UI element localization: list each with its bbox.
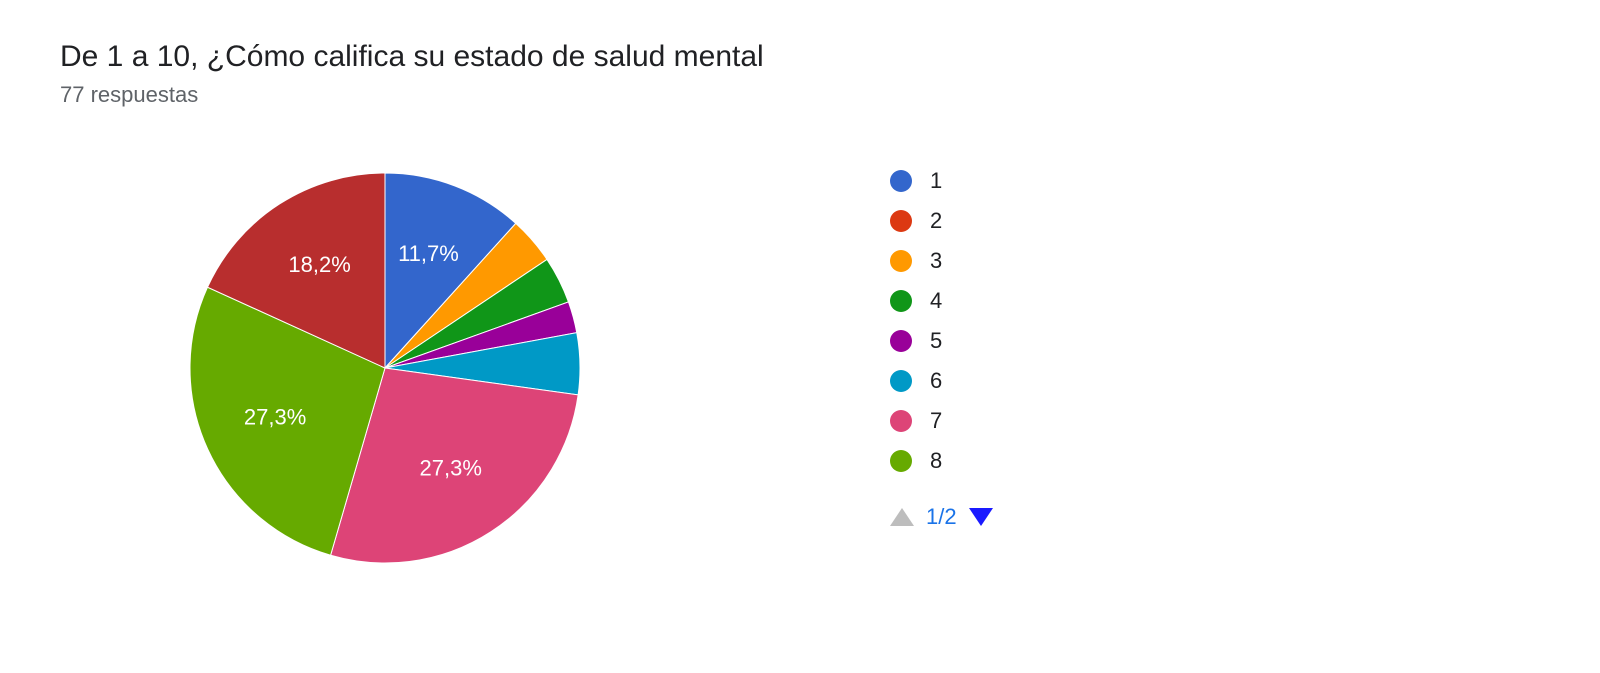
pager-prev-icon[interactable] <box>890 508 914 526</box>
legend-swatch-icon <box>890 210 912 232</box>
slice-label-7: 27,3% <box>420 455 482 480</box>
pager-next-icon[interactable] <box>969 508 993 526</box>
legend-swatch-icon <box>890 370 912 392</box>
legend-label: 2 <box>930 208 942 234</box>
legend-swatch-icon <box>890 330 912 352</box>
legend-swatch-icon <box>890 250 912 272</box>
slice-label-9: 18,2% <box>288 252 350 277</box>
legend-item-1[interactable]: 1 <box>890 168 993 194</box>
legend-swatch-icon <box>890 410 912 432</box>
slice-label-1: 11,7% <box>398 241 459 266</box>
legend: 1 2 3 4 5 6 7 8 1/2 <box>710 138 993 530</box>
legend-label: 5 <box>930 328 942 354</box>
legend-item-7[interactable]: 7 <box>890 408 993 434</box>
legend-label: 3 <box>930 248 942 274</box>
legend-swatch-icon <box>890 290 912 312</box>
legend-label: 8 <box>930 448 942 474</box>
legend-pager: 1/2 <box>890 504 993 530</box>
pie-wrap: 11,7% 27,3% 27,3% 18,2% <box>60 138 710 578</box>
legend-label: 1 <box>930 168 942 194</box>
legend-label: 6 <box>930 368 942 394</box>
pie-chart: 11,7% 27,3% 27,3% 18,2% <box>175 158 595 578</box>
legend-swatch-icon <box>890 450 912 472</box>
legend-label: 4 <box>930 288 942 314</box>
chart-area: 11,7% 27,3% 27,3% 18,2% 1 2 3 4 5 6 7 8 1/2 <box>60 138 1540 578</box>
chart-title: De 1 a 10, ¿Cómo califica su estado de s… <box>60 40 1540 74</box>
legend-item-8[interactable]: 8 <box>890 448 993 474</box>
legend-item-2[interactable]: 2 <box>890 208 993 234</box>
legend-item-6[interactable]: 6 <box>890 368 993 394</box>
pager-page-label: 1/2 <box>926 504 957 530</box>
legend-item-3[interactable]: 3 <box>890 248 993 274</box>
legend-item-4[interactable]: 4 <box>890 288 993 314</box>
chart-container: De 1 a 10, ¿Cómo califica su estado de s… <box>0 0 1600 618</box>
legend-swatch-icon <box>890 170 912 192</box>
slice-label-8: 27,3% <box>244 404 306 429</box>
legend-label: 7 <box>930 408 942 434</box>
chart-subtitle: 77 respuestas <box>60 82 1540 108</box>
legend-item-5[interactable]: 5 <box>890 328 993 354</box>
